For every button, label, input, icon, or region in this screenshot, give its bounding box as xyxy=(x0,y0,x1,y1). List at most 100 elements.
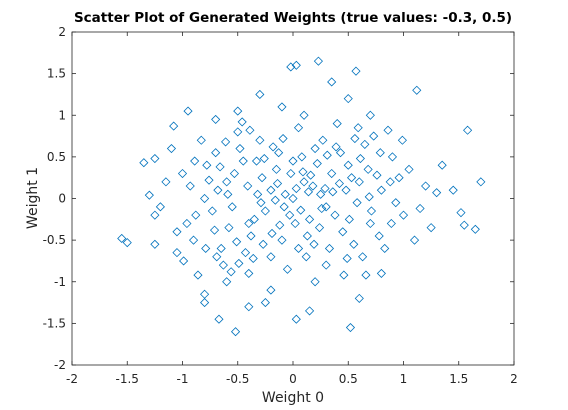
point xyxy=(344,214,354,224)
point xyxy=(317,203,327,214)
point xyxy=(288,156,298,166)
point xyxy=(258,239,268,249)
point xyxy=(229,168,240,179)
point xyxy=(309,239,319,249)
point xyxy=(358,252,368,262)
point xyxy=(166,143,177,154)
point xyxy=(221,137,231,147)
y-tick-label: 1 xyxy=(58,108,66,122)
point xyxy=(255,89,265,100)
point xyxy=(324,243,335,254)
point xyxy=(255,135,265,145)
point xyxy=(398,210,409,220)
point xyxy=(215,162,225,172)
point xyxy=(185,181,195,191)
point xyxy=(200,297,210,308)
point xyxy=(345,322,356,333)
point xyxy=(301,252,311,262)
point xyxy=(354,177,364,187)
x-tick-label: -0.5 xyxy=(226,372,249,386)
point xyxy=(200,193,210,204)
point xyxy=(332,119,342,129)
point xyxy=(150,153,160,164)
point xyxy=(172,248,182,258)
point xyxy=(299,177,309,187)
point xyxy=(383,125,393,135)
point xyxy=(314,223,325,233)
chart-title: Scatter Plot of Generated Weights (true … xyxy=(74,10,512,26)
point xyxy=(234,258,244,269)
point xyxy=(303,187,314,197)
point xyxy=(448,185,458,195)
point xyxy=(364,192,374,202)
point xyxy=(365,218,375,229)
point xyxy=(224,223,234,233)
point xyxy=(266,252,276,262)
y-tick-label: 0 xyxy=(58,192,66,206)
point xyxy=(245,125,255,135)
point xyxy=(183,106,193,116)
x-tick-label: 1.5 xyxy=(449,372,468,386)
point xyxy=(211,148,221,158)
point xyxy=(179,256,189,266)
point xyxy=(233,127,243,137)
point xyxy=(412,85,422,95)
point xyxy=(182,218,192,229)
point xyxy=(280,189,290,199)
point xyxy=(259,153,269,164)
point xyxy=(305,306,315,316)
point xyxy=(365,110,375,120)
point xyxy=(341,185,351,195)
x-tick-label: 1 xyxy=(400,372,408,386)
point xyxy=(432,188,442,198)
point xyxy=(391,198,401,208)
point xyxy=(177,168,188,179)
point xyxy=(456,208,466,218)
point xyxy=(216,243,226,254)
point xyxy=(355,153,365,164)
point xyxy=(463,125,473,135)
point xyxy=(385,177,395,187)
point xyxy=(397,135,407,145)
point xyxy=(237,117,247,127)
point xyxy=(291,314,301,324)
y-tick-label: 0.5 xyxy=(47,150,66,164)
point xyxy=(222,277,232,287)
point xyxy=(274,148,284,158)
point xyxy=(322,150,332,160)
point xyxy=(316,189,326,199)
point xyxy=(150,210,160,220)
point xyxy=(209,225,220,235)
point xyxy=(188,235,199,245)
point xyxy=(363,164,373,174)
point xyxy=(310,277,320,287)
point xyxy=(394,173,404,183)
point xyxy=(376,185,386,195)
point xyxy=(191,210,201,220)
point xyxy=(346,173,357,183)
point xyxy=(331,142,341,152)
point xyxy=(211,114,221,124)
point xyxy=(122,238,132,248)
point xyxy=(279,202,289,212)
point xyxy=(338,227,348,237)
point xyxy=(172,227,182,237)
point xyxy=(313,56,323,66)
point xyxy=(380,243,390,254)
point xyxy=(286,168,296,179)
point xyxy=(238,156,248,166)
y-tick-label: -1.5 xyxy=(43,316,66,330)
point xyxy=(204,175,214,185)
point xyxy=(296,205,306,215)
x-tick-label: 2 xyxy=(510,372,518,386)
point xyxy=(375,148,385,158)
x-tick-label: -1.5 xyxy=(116,372,139,386)
point xyxy=(293,243,304,254)
point xyxy=(267,228,277,239)
point xyxy=(226,267,236,277)
point xyxy=(372,170,382,180)
point xyxy=(320,183,330,194)
point xyxy=(244,302,254,312)
point xyxy=(282,264,293,274)
